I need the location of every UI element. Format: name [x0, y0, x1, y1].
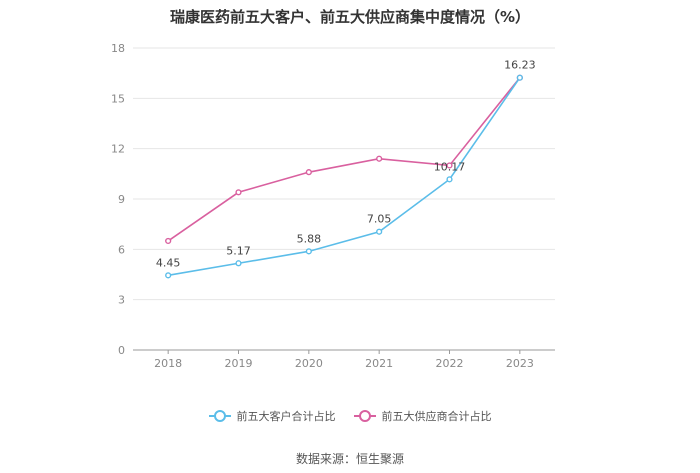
series-line-0 [168, 77, 521, 277]
y-axis: 0 3 6 9 12 15 18 [111, 42, 125, 357]
line-chart: 0 3 6 9 12 15 18 2018 2019 2020 2021 2022 2023 4.45… [111, 42, 555, 370]
series-lines [167, 77, 521, 277]
x-axis: 2018 2019 2020 2021 2022 2023 [133, 349, 555, 370]
y-tick-label: 18 [111, 42, 125, 55]
series-point-1 [235, 189, 242, 196]
y-tick-label: 9 [118, 193, 125, 206]
series-points [165, 74, 523, 279]
series-point-0 [376, 228, 383, 235]
series-point-1 [376, 155, 383, 162]
chart-title: 瑞康医药前五大客户、前五大供应商集中度情况（%） [169, 8, 531, 26]
y-tick-label: 12 [111, 143, 125, 156]
grid-lines [133, 47, 555, 301]
series-point-0 [165, 272, 172, 279]
series-point-0 [235, 260, 242, 267]
x-tick-label: 2019 [225, 357, 253, 370]
data-labels: 4.45 5.17 5.88 7.05 10.17 16.23 [156, 59, 536, 270]
y-tick-label: 0 [118, 344, 125, 357]
data-label: 7.05 [367, 213, 392, 226]
series-point-0 [305, 248, 312, 255]
y-tick-label: 15 [111, 92, 125, 105]
y-tick-label: 6 [118, 243, 125, 256]
legend-label-customers: 前五大客户合计占比 [236, 410, 336, 423]
legend-item-suppliers[interactable]: 前五大供应商合计占比 [353, 408, 492, 424]
data-label: 4.45 [156, 256, 181, 269]
series-line-1 [167, 77, 521, 242]
data-label: 16.23 [504, 59, 536, 72]
x-tick-label: 2018 [154, 357, 182, 370]
data-source: 数据来源：恒生聚源 [295, 452, 404, 466]
data-label: 5.88 [297, 232, 322, 245]
x-tick-label: 2023 [506, 357, 534, 370]
series-point-0 [516, 74, 523, 81]
data-label: 5.17 [226, 244, 251, 257]
x-tick-label: 2020 [295, 357, 323, 370]
legend-item-customers[interactable]: 前五大客户合计占比 [208, 408, 336, 424]
y-tick-label: 3 [118, 294, 125, 307]
legend-swatch-suppliers [353, 410, 376, 422]
legend-swatch-customers [208, 410, 231, 422]
legend-label-suppliers: 前五大供应商合计占比 [381, 410, 492, 423]
x-tick-label: 2022 [436, 357, 464, 370]
series-point-1 [446, 162, 453, 169]
series-point-1 [305, 169, 312, 176]
series-point-0 [446, 176, 453, 183]
data-label: 10.17 [434, 160, 466, 173]
legend: 前五大客户合计占比 前五大供应商合计占比 [0, 408, 700, 424]
series-point-1 [165, 237, 172, 245]
x-tick-label: 2021 [365, 357, 393, 370]
